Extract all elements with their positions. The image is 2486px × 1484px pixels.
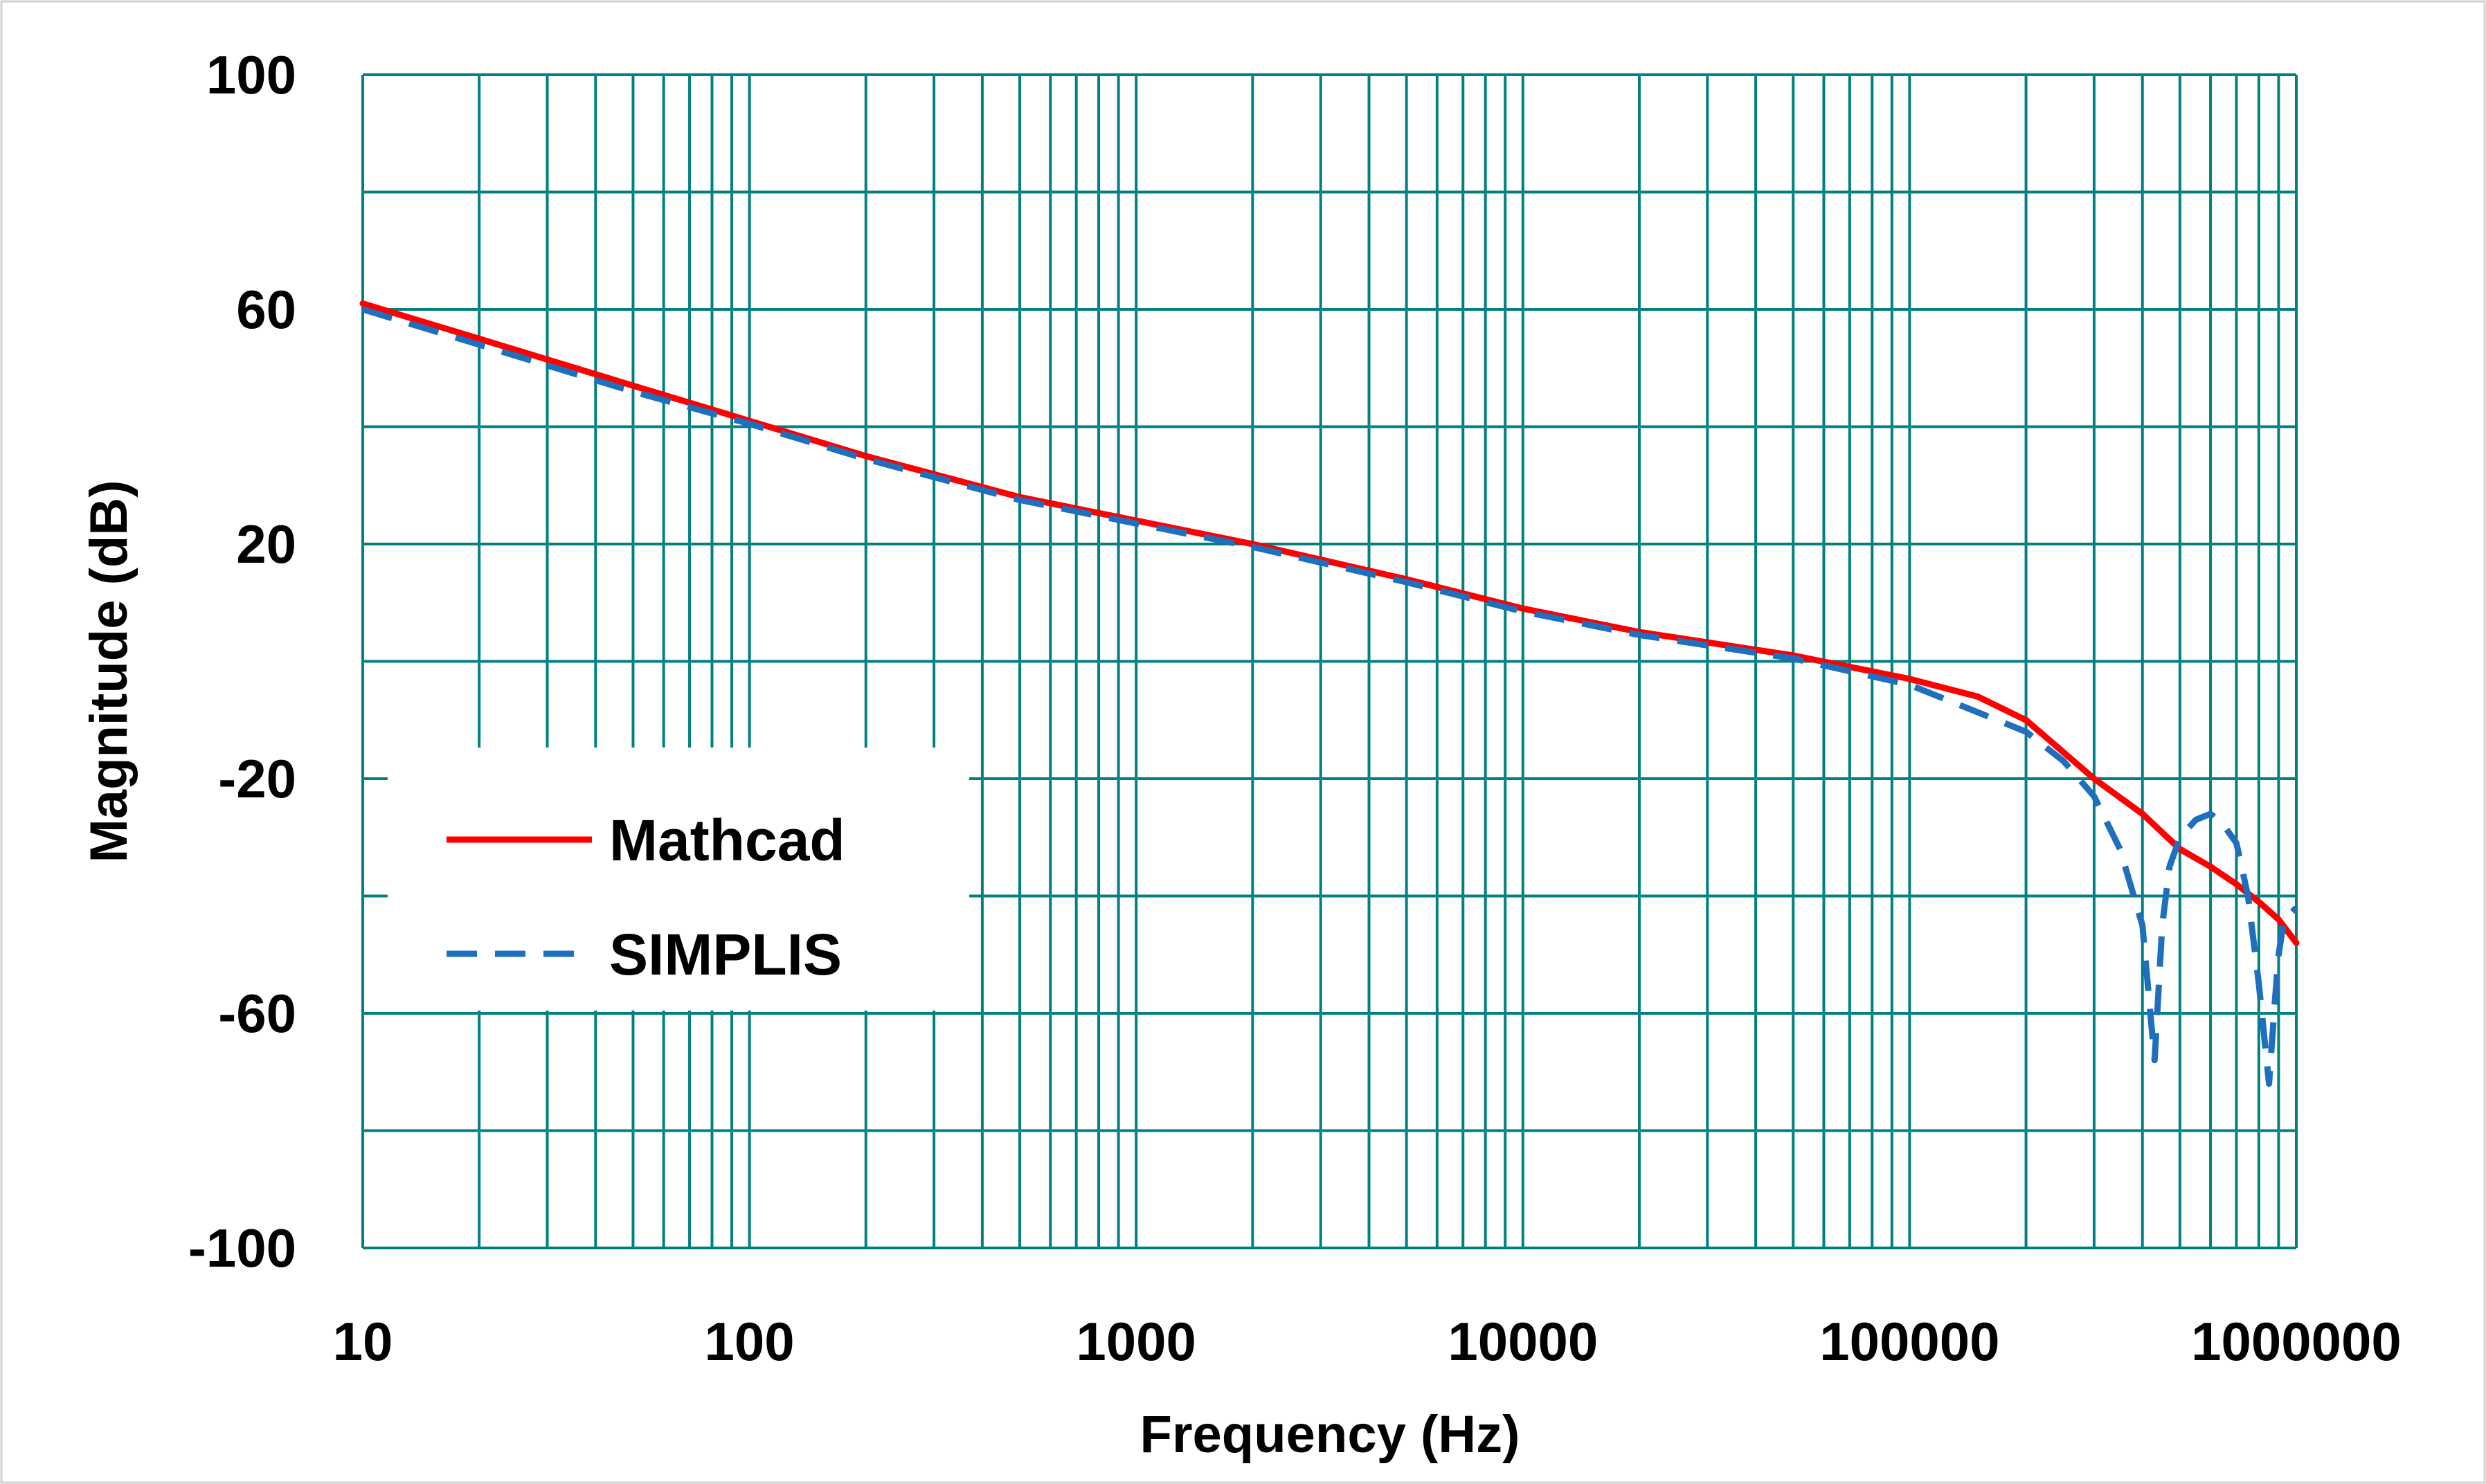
x-tick-label: 1000000 <box>2191 1311 2402 1372</box>
legend-label-mathcad: Mathcad <box>609 808 845 873</box>
x-tick-label: 100 <box>705 1311 795 1372</box>
y-tick-label: 100 <box>206 44 296 105</box>
legend-box <box>388 748 969 1011</box>
series-lines <box>359 300 2300 1087</box>
x-axis-title: Frequency (Hz) <box>1140 1405 1520 1464</box>
y-tick-label: -100 <box>188 1218 296 1278</box>
x-tick-label: 1000 <box>1076 1311 1196 1372</box>
y-tick-label: -20 <box>218 748 296 809</box>
legend: Mathcad SIMPLIS <box>388 748 969 1011</box>
tick-labels: 10 100 1000 10000 100000 1000000 100 60 20 -20 -60… <box>188 44 2402 1372</box>
legend-label-simplis: SIMPLIS <box>609 922 842 987</box>
x-tick-label: 10 <box>333 1311 393 1372</box>
x-tick-label: 10000 <box>1448 1311 1598 1372</box>
grid <box>361 73 2298 1249</box>
y-axis-title: Magnitude (dB) <box>80 480 138 862</box>
y-tick-label: 60 <box>236 279 296 340</box>
x-tick-label: 100000 <box>1819 1311 1999 1372</box>
y-tick-label: 20 <box>236 514 296 574</box>
y-tick-label: -60 <box>218 983 296 1044</box>
